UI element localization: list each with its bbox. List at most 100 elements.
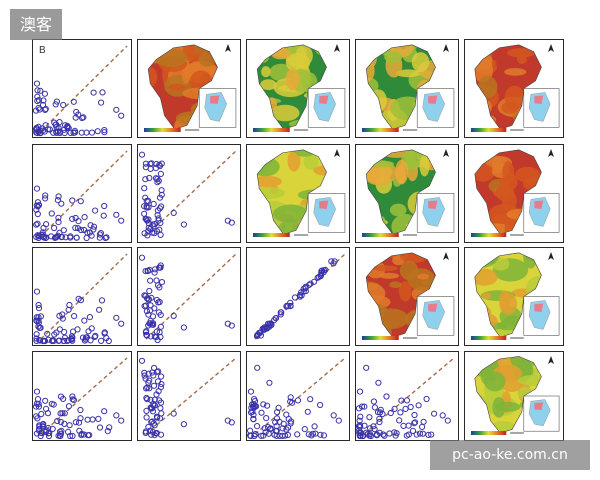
scatter-point	[371, 404, 378, 411]
scatter-point	[335, 417, 342, 424]
scatter-point	[260, 401, 267, 408]
scatter-point	[413, 431, 420, 438]
scatter-point	[33, 202, 40, 209]
scatter-point	[419, 423, 426, 431]
scatter-point	[138, 254, 146, 261]
scatter-panel	[137, 144, 241, 243]
scatter-point	[86, 314, 94, 321]
scatter-point	[37, 87, 44, 94]
north-arrow-icon	[334, 149, 340, 157]
scatter-point	[118, 320, 125, 327]
scatter-point	[103, 234, 110, 241]
scatter-point	[423, 395, 430, 403]
scatter-point	[57, 430, 65, 437]
scatter-point	[96, 306, 103, 313]
scatter-point	[82, 336, 89, 343]
scatter-panel	[32, 351, 132, 441]
scatter-point	[77, 226, 85, 234]
scatter-point	[307, 280, 314, 287]
scatter-point	[358, 403, 366, 410]
scatter-point	[70, 98, 77, 105]
scatter-point	[158, 203, 165, 210]
scatter-point	[100, 212, 107, 219]
scatter-point	[149, 405, 156, 412]
scatter-point	[405, 422, 412, 429]
scatter-point	[150, 382, 158, 389]
map-panel	[464, 39, 564, 138]
scatter-point	[145, 220, 152, 227]
scatter-point	[84, 416, 91, 423]
scatter-point	[376, 415, 383, 422]
scatter-point	[143, 295, 151, 302]
scatter-point	[258, 409, 265, 416]
scatter-point	[54, 197, 61, 204]
scatter-point	[383, 393, 390, 400]
scatter-point	[50, 129, 57, 136]
diagonal-line	[254, 357, 346, 435]
scatter-point	[147, 277, 154, 284]
scatter-point	[61, 410, 68, 417]
scatter-point	[95, 415, 102, 423]
scatter-point	[146, 377, 153, 384]
map-outline	[256, 149, 327, 235]
scatter-point	[35, 401, 42, 408]
scatter-point	[35, 314, 42, 321]
scatter-point	[356, 405, 363, 412]
scatter-point	[90, 226, 97, 233]
color-legend-bar	[253, 128, 290, 132]
scatter-point	[45, 432, 53, 440]
scatter-point	[65, 428, 72, 436]
map-panel	[464, 247, 564, 346]
scatter-point	[57, 418, 64, 426]
scatter-point	[283, 426, 290, 433]
scatter-point	[357, 413, 364, 420]
color-legend-bar	[471, 128, 507, 132]
diagonal-line	[363, 357, 455, 435]
scatter-point	[247, 388, 255, 395]
scatter-point	[94, 128, 101, 135]
scatter-point	[34, 93, 41, 100]
scatter-panel	[137, 247, 241, 346]
scatter-point	[409, 427, 417, 435]
scatter-point	[70, 397, 78, 404]
scatter-point	[366, 414, 373, 421]
scatter-panel: B	[32, 39, 132, 138]
scatter-point	[415, 402, 422, 409]
scatter-point	[90, 89, 97, 96]
scatter-point	[157, 219, 164, 227]
scatter-point	[370, 398, 377, 405]
scatter-point	[65, 306, 72, 313]
scatter-point	[143, 308, 150, 315]
scatter-point	[157, 384, 164, 391]
scatter-point	[158, 278, 166, 286]
scatter-point	[261, 325, 268, 333]
map-outline	[256, 44, 327, 130]
scatter-point	[113, 412, 120, 419]
scatter-point	[264, 402, 271, 409]
scatter-point	[154, 212, 161, 219]
scatter-point	[69, 432, 76, 440]
scatter-point	[101, 408, 108, 415]
scatter-point	[60, 227, 67, 234]
color-legend-bar	[362, 128, 399, 132]
scatter-point	[42, 192, 49, 199]
scatter-point	[33, 221, 40, 228]
scatter-point	[33, 107, 40, 114]
scatter-point	[367, 432, 374, 440]
map-panel	[246, 39, 350, 138]
scatter-point	[141, 369, 148, 376]
scatter-point	[264, 424, 272, 431]
map-panel	[355, 144, 459, 243]
scatter-point	[400, 422, 407, 430]
scatter-point	[254, 423, 261, 430]
scatter-point	[307, 396, 314, 403]
scatter-point	[317, 401, 324, 409]
map-outline	[474, 356, 542, 434]
scatter-point	[138, 151, 146, 158]
scatter-point	[403, 432, 410, 439]
scatter-point	[34, 203, 41, 210]
scatter-point	[356, 388, 364, 395]
scatter-point	[381, 432, 388, 439]
scatter-point	[35, 305, 43, 312]
scatter-point	[142, 176, 149, 183]
